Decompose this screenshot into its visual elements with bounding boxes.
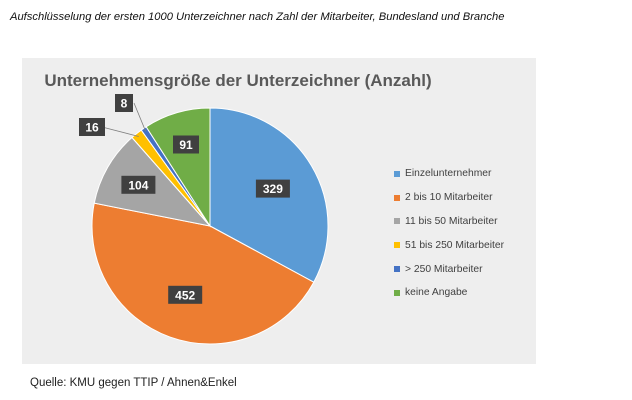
legend-label: 11 bis 50 Mitarbeiter [405, 215, 498, 227]
data-label-box [115, 94, 133, 112]
legend-item: 11 bis 50 Mitarbeiter [394, 210, 504, 234]
leader-line [133, 102, 147, 132]
leader-line [101, 126, 139, 137]
data-label: 8 [115, 94, 133, 112]
legend-swatch [394, 266, 400, 273]
document-heading: Aufschlüsselung der ersten 1000 Unterzei… [10, 11, 505, 23]
legend-item: > 250 Mitarbeiter [394, 257, 504, 281]
pie-slice [91, 202, 315, 345]
pie-chart: 329 452 104 16 8 91 Unternehmensgröße der Unt… [22, 58, 536, 364]
chart-title: Unternehmensgröße der Unterzeichner (Anz… [44, 71, 432, 90]
data-label-text: 104 [128, 178, 148, 192]
source-note: Quelle: KMU gegen TTIP / Ahnen&Enkel [30, 377, 237, 389]
data-label: 329 [255, 179, 290, 198]
legend-swatch [394, 194, 400, 201]
data-label-box [121, 175, 156, 194]
data-label-box [168, 285, 203, 304]
data-label: 104 [121, 175, 156, 194]
chart-legend: Einzelunternehmer 2 bis 10 Mitarbeiter 11 … [394, 162, 504, 305]
legend-swatch [394, 242, 400, 249]
data-label-box [79, 118, 105, 136]
data-label-text: 452 [175, 288, 195, 302]
legend-item: 2 bis 10 Mitarbeiter [394, 186, 504, 210]
pie-chart-plot: 329 452 104 16 8 91 [79, 94, 329, 345]
data-label-text: 91 [179, 138, 193, 152]
data-label: 452 [168, 285, 203, 304]
data-label-box [255, 179, 290, 198]
legend-swatch [394, 170, 400, 177]
legend-swatch [394, 218, 400, 225]
data-label: 91 [173, 135, 199, 154]
legend-label: 51 bis 250 Mitarbeiter [405, 239, 505, 251]
data-label: 16 [79, 118, 105, 136]
data-label-box [173, 135, 199, 154]
legend-swatch [394, 289, 400, 296]
legend-label: keine Angabe [405, 287, 468, 299]
legend-item: Einzelunternehmer [394, 162, 504, 186]
legend-label: Einzelunternehmer [405, 168, 492, 180]
legend-label: > 250 Mitarbeiter [405, 263, 483, 275]
legend-label: 2 bis 10 Mitarbeiter [405, 192, 493, 204]
legend-item: keine Angabe [394, 281, 504, 305]
legend-item: 51 bis 250 Mitarbeiter [394, 233, 504, 257]
data-label-text: 16 [85, 121, 99, 135]
data-label-text: 329 [263, 182, 283, 196]
data-label-text: 8 [121, 97, 128, 111]
